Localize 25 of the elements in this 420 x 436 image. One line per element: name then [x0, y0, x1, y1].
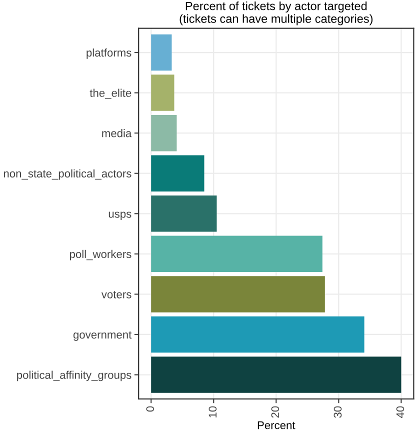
x-tick-label: 20: [271, 406, 280, 418]
x-tick-label: 0: [146, 406, 154, 412]
bar: [151, 74, 174, 111]
x-axis-title: Percent: [258, 421, 296, 430]
x-tick-label: 30: [334, 406, 342, 418]
x-tick-label: 40: [396, 406, 404, 418]
y-tick-label: the_elite: [90, 88, 132, 100]
y-tick-label: non_state_political_actors: [4, 169, 132, 180]
bar: [151, 236, 322, 272]
y-tick-label: poll_workers: [70, 250, 132, 260]
chart-title: Percent of tickets by actor targeted (tickets can have multiple categories): [180, 2, 373, 26]
y-tick-label: government: [73, 331, 132, 341]
y-tick-label: voters: [101, 291, 132, 298]
y-tick-label: political_affinity_groups: [17, 370, 132, 382]
bar: [151, 196, 217, 232]
bar: [151, 114, 177, 152]
bar: [151, 356, 402, 393]
y-tick-label: media: [102, 129, 132, 138]
bar: [151, 34, 172, 71]
y-tick-label: usps: [108, 212, 132, 220]
bar: [151, 276, 325, 312]
x-tick-label: 10: [208, 406, 217, 418]
bar: [151, 316, 364, 353]
bar: [151, 155, 204, 192]
y-tick-label: platforms: [86, 48, 132, 59]
